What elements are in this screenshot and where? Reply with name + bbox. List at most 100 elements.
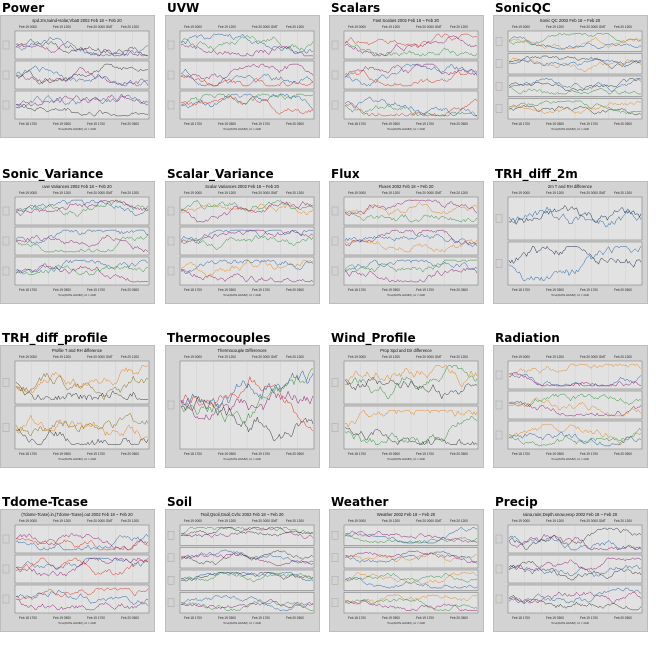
plot-panel (167, 60, 315, 90)
data-trace (180, 234, 314, 250)
plot-thumbnail-image[interactable]: uvw Variances 2002 Feb 18 ~ Feb 20 Feb 19… (0, 181, 155, 304)
plot-thumbnail-image[interactable]: Sonic QC 2002 Feb 18 ~ Feb 20 Feb 19 0000… (493, 15, 648, 138)
top-tick-label: Feb 20 1200 (614, 519, 632, 523)
plot-thumbnail-image[interactable]: Profile T and RH difference Feb 19 0000 Fe… (0, 345, 155, 468)
top-tick-label: Feb 20 1200 (614, 355, 632, 359)
plot-title: spd.2m,twind+solar,Vbatt 2002 Feb 18 ~ F… (32, 18, 122, 23)
bottom-tick-label: Feb 19 0500 (546, 452, 564, 456)
bottom-tick-label: Feb 19 1700 (580, 616, 598, 620)
plot-thumbnail-image[interactable]: Feb 19 0000 Feb 19 1200 Feb 20 0000 GMT Feb… (493, 345, 648, 468)
data-trace (508, 400, 642, 417)
plot-panel (495, 241, 643, 286)
plot-thumbnail-image[interactable]: raina,rainr,Depth.snow,eexp 2002 Feb 18 … (493, 509, 648, 632)
data-trace (344, 409, 478, 428)
top-tick-label: Feb 19 0000 (19, 519, 37, 523)
plot-link-title[interactable]: Wind_Profile (331, 331, 416, 345)
bottom-tick-label: Feb 18 1700 (512, 122, 530, 126)
plot-link-title[interactable]: Thermocouples (167, 331, 271, 345)
plot-thumbnail-image[interactable]: Prop Spd and Dir difference Feb 19 0000 Fe… (329, 345, 484, 468)
data-trace (15, 589, 149, 605)
plot-title: uvw Variances 2002 Feb 18 ~ Feb 20 (42, 184, 112, 189)
data-trace (508, 427, 642, 447)
y-axis-label-box (167, 236, 175, 246)
data-trace (508, 535, 642, 551)
top-tick-label: Feb 20 1200 (121, 25, 139, 29)
data-trace (15, 37, 148, 57)
plot-link-title[interactable]: Radiation (495, 331, 560, 345)
data-trace (344, 550, 478, 564)
plot-link-title[interactable]: Tdome-Tcase (2, 495, 88, 509)
bottom-tick-label: Feb 20 0500 (286, 616, 304, 620)
data-trace (344, 98, 478, 117)
plot-panel (331, 569, 479, 591)
data-trace (15, 413, 149, 437)
top-tick-label: Feb 20 1200 (286, 191, 304, 195)
bottom-tick-label: Feb 18 1700 (512, 616, 530, 620)
data-trace (508, 33, 642, 45)
plot-link-title[interactable]: UVW (167, 1, 200, 15)
plot-link-title[interactable]: Scalar_Variance (167, 167, 274, 181)
plot-thumbnail-image[interactable]: Feb 19 0000 Feb 19 1200 Feb 20 0000 GMT Feb… (165, 15, 320, 138)
data-trace (344, 376, 478, 400)
plot-link-title[interactable]: SonicQC (495, 1, 551, 15)
bottom-tick-label: Feb 19 0500 (53, 452, 71, 456)
y-axis-label-box (495, 534, 503, 544)
plot-thumbnail-image[interactable]: Scalar Variances 2002 Feb 18 ~ Feb 20 Feb… (165, 181, 320, 304)
thumbnail-cell: Sonic_Variance uvw Variances 2002 Feb 18 … (0, 166, 155, 328)
plot-link-title[interactable]: Weather (331, 495, 389, 509)
data-trace (508, 594, 642, 611)
bottom-tick-label: Feb 18 1700 (348, 452, 366, 456)
y-axis-label-box (2, 594, 10, 604)
data-trace (508, 564, 642, 578)
plot-panel (495, 30, 643, 52)
thumbnail-cell: Soil Tsoil,Qsoil,Gsoil,Cvhc 2002 Feb 18 ~… (165, 494, 320, 656)
y-axis-label-box (331, 598, 339, 607)
plot-thumbnail-svg: Fluxes 2002 Feb 18 ~ Feb 20 Feb 19 0000 Fe… (331, 184, 479, 297)
plot-link-title[interactable]: Sonic_Variance (2, 167, 104, 181)
y-axis-label-box (2, 206, 10, 216)
plot-link-title[interactable]: TRH_diff_profile (2, 331, 108, 345)
plot-link-title[interactable]: TRH_diff_2m (495, 167, 578, 181)
thumbnail-cell: Scalars Fast Scalars 2002 Feb 18 ~ Feb 20… (329, 0, 484, 162)
plot-thumbnail-svg: Feb 19 0000 Feb 19 1200 Feb 20 0000 GMT Feb… (167, 25, 315, 131)
data-trace (508, 587, 642, 604)
plot-thumbnail-image[interactable]: Fast Scalars 2002 Feb 18 ~ Feb 20 Feb 19 … (329, 15, 484, 138)
x-axis-label: Time(DATE HHMM), tic = 2HR (58, 457, 96, 461)
plot-link-title[interactable]: Precip (495, 495, 538, 509)
plot-thumbnail-image[interactable]: Tsoil,Qsoil,Gsoil,Cvhc 2002 Feb 18 ~ Feb… (165, 509, 320, 632)
plot-link-title[interactable]: Scalars (331, 1, 381, 15)
plot-thumbnail-image[interactable]: spd.2m,twind+solar,Vbatt 2002 Feb 18 ~ F… (0, 15, 155, 138)
data-trace (15, 598, 149, 611)
data-trace (344, 40, 478, 57)
plot-title: 2m T and RH difference (548, 184, 593, 189)
data-trace (180, 572, 314, 583)
data-trace (15, 259, 149, 274)
top-tick-label: Feb 19 0000 (512, 519, 530, 523)
plot-link-title[interactable]: Power (2, 1, 45, 15)
data-trace (15, 63, 149, 85)
bottom-tick-label: Feb 19 1700 (252, 122, 270, 126)
data-trace (508, 204, 642, 225)
data-trace (344, 238, 478, 253)
x-axis-label: Time(DATE HHMM), tic = 2HR (387, 293, 425, 297)
top-tick-label: Feb 19 1200 (546, 519, 564, 523)
plot-panel (167, 569, 315, 591)
top-tick-label: Feb 20 0000 GMT (252, 191, 278, 195)
plot-thumbnail-image[interactable]: Fluxes 2002 Feb 18 ~ Feb 20 Feb 19 0000 Fe… (329, 181, 484, 304)
plot-thumbnail-image[interactable]: Thermocouple Differences Feb 19 0000 Feb 1… (165, 345, 320, 468)
plot-thumbnail-image[interactable]: 2m T and RH difference Feb 19 0000 Feb 19 … (493, 181, 648, 304)
plot-thumbnail-image[interactable]: (Tdome-Tcase).in,(Tdome-Tcase).out 2002 … (0, 509, 155, 632)
data-trace (344, 259, 477, 273)
top-tick-label: Feb 20 0000 GMT (87, 25, 113, 29)
y-axis-label-box (331, 553, 339, 562)
plot-link-title[interactable]: Soil (167, 495, 193, 509)
plot-link-title[interactable]: Flux (331, 167, 360, 181)
data-trace (344, 202, 478, 216)
data-trace (180, 201, 314, 216)
bottom-tick-label: Feb 19 1700 (87, 122, 105, 126)
data-trace (344, 527, 478, 544)
plot-thumbnail-image[interactable]: Weather 2002 Feb 18 ~ Feb 20 Feb 19 0000 F… (329, 509, 484, 632)
data-trace (508, 372, 642, 387)
data-trace (508, 557, 642, 571)
data-trace (508, 363, 642, 377)
